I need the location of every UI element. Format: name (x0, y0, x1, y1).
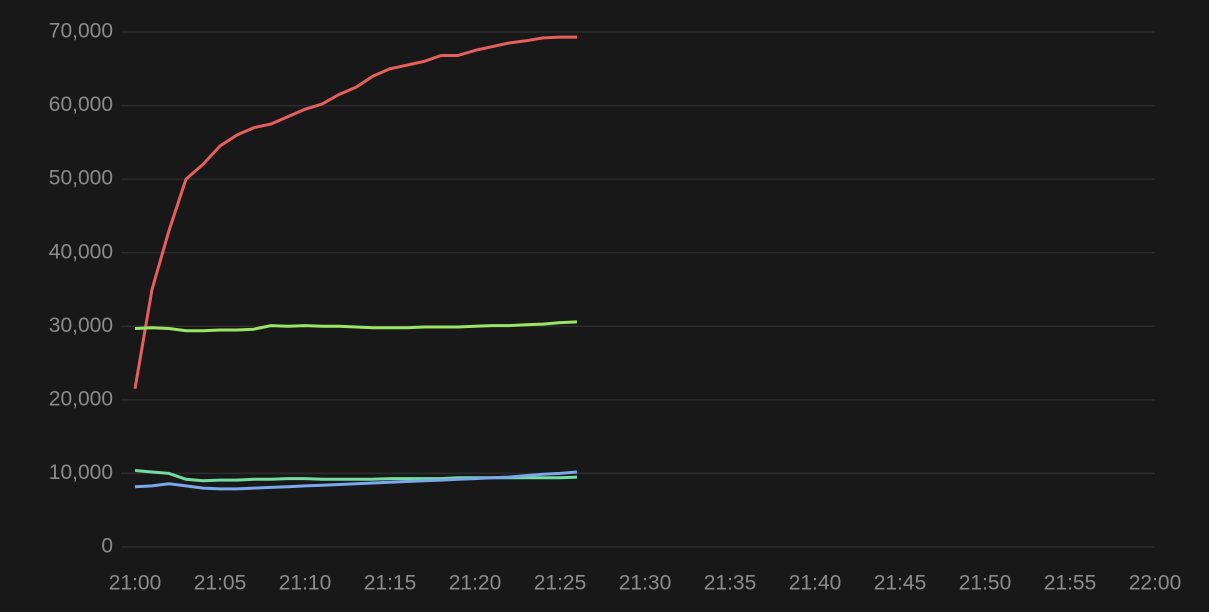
x-tick-label: 21:20 (449, 572, 502, 595)
y-tick-label: 50,000 (49, 167, 113, 190)
x-tick-label: 21:50 (959, 572, 1012, 595)
x-tick-label: 21:35 (704, 572, 757, 595)
x-tick-label: 21:00 (109, 572, 162, 595)
x-tick-label: 21:15 (364, 572, 417, 595)
y-tick-label: 10,000 (49, 461, 113, 484)
x-tick-label: 21:45 (874, 572, 927, 595)
x-tick-label: 21:40 (789, 572, 842, 595)
series-line (134, 320, 578, 333)
y-tick-label: 0 (101, 535, 113, 558)
x-tick-label: 21:30 (619, 572, 672, 595)
x-tick-label: 22:00 (1129, 572, 1182, 595)
series-line (134, 470, 578, 491)
x-tick-label: 21:25 (534, 572, 587, 595)
y-tick-label: 20,000 (49, 387, 113, 410)
series-line (133, 35, 577, 390)
x-tick-label: 21:10 (279, 572, 332, 595)
y-tick-label: 60,000 (49, 93, 113, 116)
x-tick-label: 21:55 (1044, 572, 1097, 595)
y-tick-label: 30,000 (49, 314, 113, 337)
y-tick-label: 70,000 (49, 20, 113, 43)
x-tick-label: 21:05 (194, 572, 247, 595)
y-tick-label: 40,000 (49, 240, 113, 263)
